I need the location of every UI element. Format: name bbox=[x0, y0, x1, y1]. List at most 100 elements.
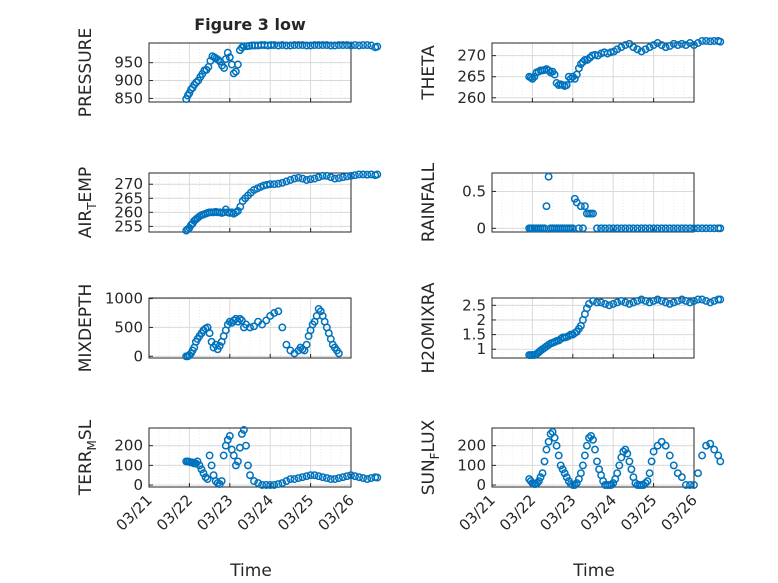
data-point bbox=[627, 465, 636, 474]
data-point bbox=[653, 224, 662, 233]
y-tick-label: 265 bbox=[457, 68, 486, 86]
y-tick-label: 255 bbox=[114, 217, 143, 235]
data-point bbox=[330, 174, 339, 183]
data-point bbox=[355, 473, 364, 482]
data-point bbox=[536, 473, 545, 482]
data-point bbox=[318, 171, 327, 180]
data-point bbox=[314, 173, 323, 182]
data-point bbox=[225, 431, 234, 440]
data-point bbox=[550, 433, 559, 442]
data-point bbox=[231, 461, 240, 470]
data-point bbox=[528, 74, 537, 83]
data-point bbox=[605, 301, 614, 310]
data-point bbox=[274, 41, 283, 50]
y-tick-label: 100 bbox=[114, 456, 143, 474]
data-point bbox=[694, 469, 702, 478]
data-point bbox=[270, 309, 279, 317]
data-point bbox=[619, 447, 628, 456]
data-point bbox=[278, 41, 287, 50]
data-point bbox=[554, 451, 563, 460]
data-point bbox=[661, 224, 670, 233]
data-point bbox=[661, 43, 670, 52]
data-point bbox=[694, 39, 702, 47]
data-point bbox=[235, 314, 244, 323]
data-point bbox=[645, 298, 654, 307]
data-point bbox=[641, 45, 650, 54]
data-point bbox=[192, 78, 201, 87]
data-point bbox=[270, 41, 279, 50]
figure-title: Figure 3 low bbox=[194, 15, 306, 34]
data-point bbox=[578, 461, 587, 470]
y-axis-label: MIXDEPTH bbox=[76, 284, 96, 373]
y-tick-label: 200 bbox=[114, 437, 143, 455]
data-point bbox=[310, 174, 319, 183]
data-point bbox=[574, 64, 583, 73]
data-point bbox=[716, 37, 725, 46]
data-point bbox=[645, 43, 654, 52]
data-point bbox=[246, 323, 254, 332]
data-point bbox=[669, 461, 678, 470]
data-point bbox=[576, 469, 585, 478]
data-point bbox=[322, 474, 331, 483]
data-point bbox=[310, 41, 319, 50]
data-point bbox=[322, 171, 331, 180]
data-point bbox=[306, 41, 315, 50]
data-point bbox=[677, 295, 686, 304]
data-point bbox=[665, 224, 674, 233]
data-point bbox=[576, 202, 585, 211]
data-point bbox=[302, 41, 311, 50]
data-point bbox=[653, 39, 662, 47]
subplot-mixdepth: 0 500 1000 MIXDEPTH bbox=[76, 284, 352, 373]
data-point bbox=[286, 41, 295, 50]
data-point bbox=[649, 41, 658, 50]
data-point bbox=[334, 41, 343, 50]
data-point bbox=[643, 477, 652, 486]
data-point bbox=[649, 447, 658, 456]
data-point bbox=[326, 173, 335, 182]
axes-box bbox=[148, 42, 352, 103]
data-point bbox=[710, 445, 719, 454]
data-point bbox=[641, 296, 650, 305]
data-point bbox=[665, 41, 674, 50]
data-point bbox=[617, 296, 626, 305]
data-point bbox=[591, 445, 599, 454]
data-point bbox=[633, 296, 642, 305]
data-point bbox=[629, 224, 638, 233]
data-point bbox=[338, 173, 347, 182]
data-point bbox=[673, 296, 682, 305]
data-point bbox=[625, 457, 634, 466]
data-point bbox=[294, 41, 303, 50]
data-point bbox=[205, 451, 214, 460]
x-tick-label: 03/23 bbox=[193, 491, 236, 534]
data-point bbox=[262, 316, 271, 325]
data-point bbox=[637, 47, 646, 56]
data-point bbox=[526, 73, 535, 82]
data-point bbox=[534, 477, 543, 486]
data-point bbox=[686, 298, 694, 307]
data-point bbox=[681, 296, 690, 305]
data-point bbox=[716, 457, 725, 466]
axes-box bbox=[148, 172, 352, 233]
data-point bbox=[625, 224, 634, 233]
x-tick-label: 03/25 bbox=[617, 491, 660, 534]
data-point bbox=[318, 473, 327, 482]
data-point bbox=[195, 461, 204, 470]
data-point bbox=[587, 431, 595, 440]
data-point bbox=[233, 60, 242, 69]
data-point bbox=[355, 170, 364, 179]
data-point bbox=[239, 426, 248, 434]
data-point bbox=[351, 472, 359, 481]
data-point bbox=[219, 451, 228, 460]
data-point bbox=[266, 180, 275, 189]
data-point bbox=[609, 479, 618, 488]
data-point bbox=[258, 481, 267, 489]
x-tick-label: 03/22 bbox=[496, 491, 539, 534]
data-point bbox=[597, 224, 606, 233]
data-point bbox=[343, 172, 351, 181]
data-point bbox=[568, 72, 577, 81]
data-point bbox=[203, 475, 212, 484]
y-tick-label: 1 bbox=[476, 340, 486, 358]
data-point bbox=[702, 296, 711, 305]
